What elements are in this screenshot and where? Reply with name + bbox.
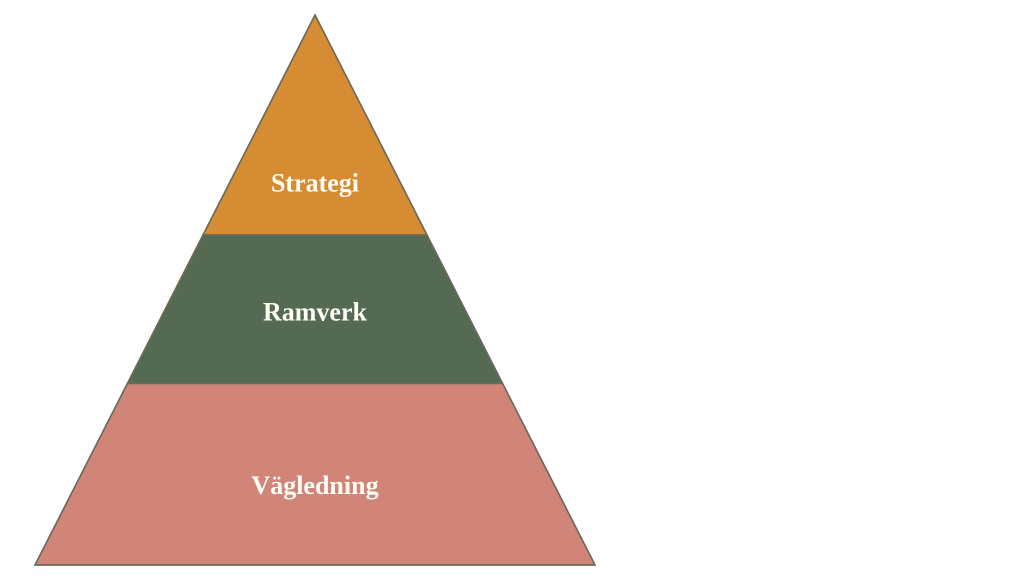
pyramid-diagram: Strategi Ramverk Vägledning xyxy=(0,0,1034,586)
pyramid-tier-label-1: Ramverk xyxy=(263,298,368,327)
pyramid-tier-label-0: Strategi xyxy=(271,168,359,197)
pyramid-tier-0 xyxy=(203,15,427,235)
pyramid-tier-label-2: Vägledning xyxy=(251,471,378,500)
pyramid-svg: Strategi Ramverk Vägledning xyxy=(0,0,1034,586)
